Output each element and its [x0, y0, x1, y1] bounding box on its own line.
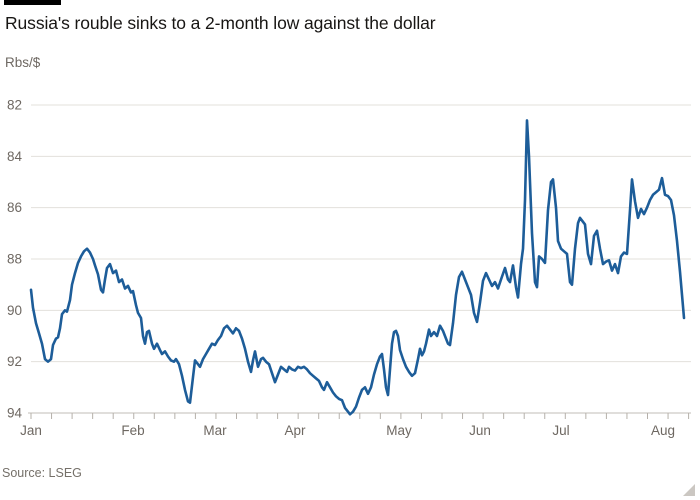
x-axis-label: Jan — [20, 423, 42, 438]
x-axis-label: Jun — [469, 423, 491, 438]
x-axis-label: Feb — [121, 423, 144, 438]
price-line — [29, 119, 686, 416]
y-axis-label: 86 — [7, 200, 22, 215]
chart-title: Russia's rouble sinks to a 2-month low a… — [5, 13, 436, 33]
x-axis-label: Aug — [651, 423, 675, 438]
top-rule-bar — [4, 0, 61, 5]
y-axis-label: 84 — [7, 149, 23, 164]
source-caption: Source: LSEG — [2, 466, 82, 480]
x-axis-label: Mar — [203, 423, 227, 438]
y-axis-unit-label: Rbs/$ — [5, 55, 41, 70]
y-axis-label: 82 — [7, 98, 22, 113]
y-axis-label: 90 — [7, 303, 22, 318]
x-axis-label: May — [386, 423, 412, 438]
x-axis-label: Apr — [284, 423, 306, 438]
y-axis-label: 88 — [7, 252, 22, 267]
y-axis-label: 94 — [7, 406, 23, 421]
x-axis-label: Jul — [552, 423, 569, 438]
y-axis-label: 92 — [7, 354, 22, 369]
resize-handle-icon[interactable] — [683, 484, 695, 496]
